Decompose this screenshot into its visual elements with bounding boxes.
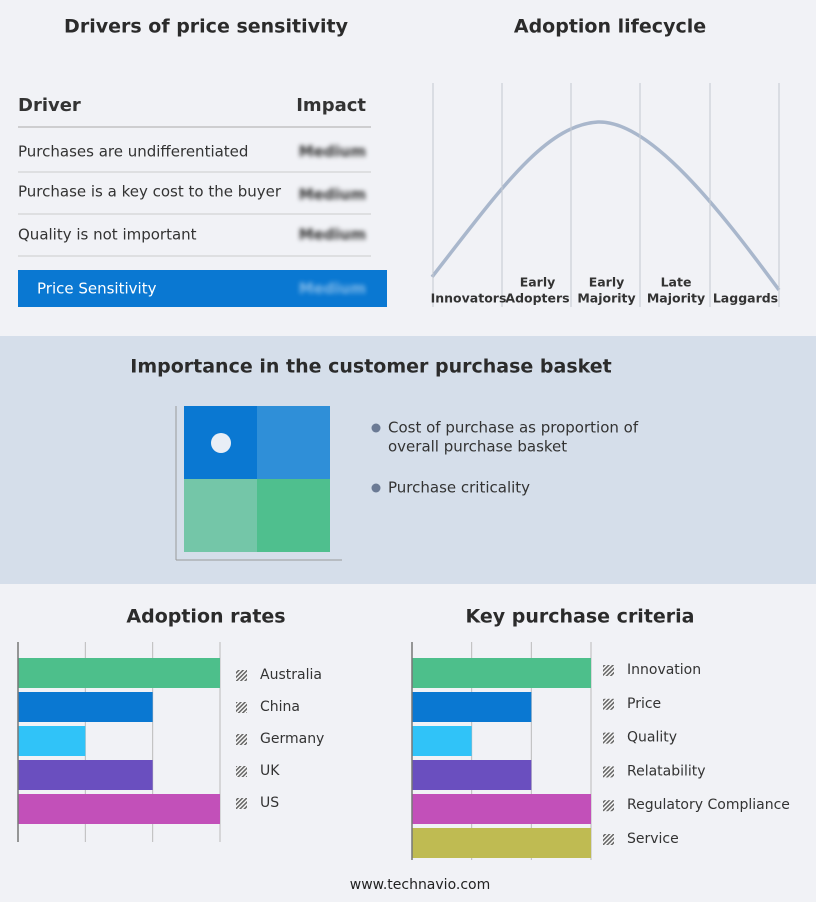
table-header: Driver <box>18 95 81 116</box>
summary-label: Price Sensitivity <box>37 280 157 298</box>
section-title: Adoption lifecycle <box>514 16 706 38</box>
bar <box>412 794 591 824</box>
legend-icon <box>603 766 614 778</box>
bar <box>18 658 220 688</box>
bar <box>412 658 591 688</box>
table-cell: Purchase is a key cost to the buyer <box>18 183 282 201</box>
legend-icon <box>603 800 614 812</box>
bar <box>412 828 591 858</box>
stage-label: Majority <box>647 291 705 306</box>
legend-label: US <box>260 795 279 811</box>
table-cell: Medium <box>299 143 366 161</box>
bar <box>18 692 153 722</box>
stage-label: Early <box>520 275 556 290</box>
legend-label: Cost of purchase as proportion of <box>388 419 639 437</box>
legend-icon <box>603 732 614 744</box>
table-cell: Purchases are undifferentiated <box>18 143 248 161</box>
table-cell: Medium <box>299 186 366 204</box>
chart-title: Adoption rates <box>126 606 285 628</box>
position-marker <box>211 433 231 453</box>
legend-icon <box>236 702 247 713</box>
section-title: Importance in the customer purchase bask… <box>130 356 612 378</box>
table-cell: Quality is not important <box>18 226 197 244</box>
bar <box>412 726 472 756</box>
lifecycle-chart: InnovatorsEarlyAdoptersEarlyMajorityLate… <box>430 83 781 307</box>
adoption-curve <box>430 120 781 292</box>
legend-icon <box>603 698 614 710</box>
legend-label: Germany <box>260 731 324 747</box>
summary-value: Medium <box>299 280 366 298</box>
legend-bullet <box>371 423 381 433</box>
legend-label: Australia <box>260 667 322 683</box>
bottom-panel <box>0 584 816 902</box>
quadrant <box>184 479 257 552</box>
legend-label: Regulatory Compliance <box>627 797 790 813</box>
middle-panel <box>0 336 816 584</box>
stage-label: Early <box>589 275 625 290</box>
stage-label: Majority <box>577 291 635 306</box>
bar <box>18 760 153 790</box>
stage-label: Laggards <box>713 291 778 306</box>
legend-label: China <box>260 699 300 715</box>
legend-label: UK <box>260 763 280 779</box>
footer: www.technavio.com <box>350 877 491 893</box>
legend-label: Relatability <box>627 763 706 779</box>
bar <box>412 692 532 722</box>
quadrant <box>257 479 330 552</box>
legend-icon <box>236 734 247 745</box>
bar <box>18 794 220 824</box>
summary-bar <box>18 270 387 307</box>
legend-bullet <box>371 483 381 493</box>
legend-icon <box>603 665 614 676</box>
legend-icon <box>603 834 614 845</box>
legend-label: Service <box>627 831 679 847</box>
bar <box>412 760 532 790</box>
legend-label: overall purchase basket <box>388 438 567 456</box>
legend-icon <box>236 766 247 777</box>
legend-icon <box>236 798 247 809</box>
quadrant <box>257 406 330 479</box>
legend-icon <box>236 670 247 681</box>
table-cell: Medium <box>299 226 366 244</box>
stage-label: Late <box>661 275 692 290</box>
section-title: Drivers of price sensitivity <box>64 16 349 38</box>
stage-label: Innovators <box>431 291 507 306</box>
chart-title: Key purchase criteria <box>465 606 694 628</box>
legend-label: Innovation <box>627 662 701 678</box>
stage-label: Adopters <box>505 291 569 306</box>
legend-label: Price <box>627 696 661 712</box>
bar <box>18 726 86 756</box>
legend-label: Purchase criticality <box>388 479 530 497</box>
table-header: Impact <box>296 95 366 116</box>
legend-label: Quality <box>627 730 677 746</box>
